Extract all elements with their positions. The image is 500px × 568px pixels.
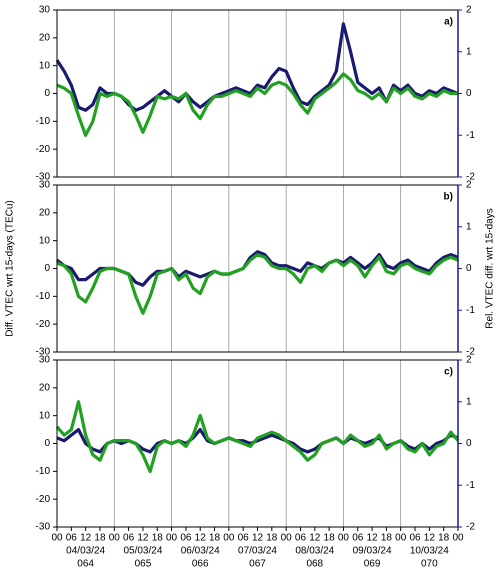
y2-tick-label: 0 — [466, 88, 472, 99]
y-tick-label: 0 — [44, 263, 50, 274]
x-tick-label: 12 — [309, 533, 321, 544]
x-tick-label: 00 — [109, 533, 121, 544]
x-tick-label: 12 — [424, 533, 436, 544]
y2-tick-label: 1 — [466, 396, 472, 407]
y2-tick-label: -1 — [466, 480, 475, 491]
y-tick-label: 10 — [39, 235, 51, 246]
series-line — [56, 253, 459, 315]
x-tick-label: 18 — [324, 533, 336, 544]
x-tick-label: 00 — [338, 533, 350, 544]
y-tick-label: -10 — [36, 116, 51, 127]
day-label: 04/03/24 — [66, 546, 105, 557]
x-tick-label: 06 — [352, 533, 364, 544]
y2-tick-label: 1 — [466, 221, 472, 232]
y-tick-label: 20 — [39, 382, 51, 393]
doy-label: 066 — [192, 559, 209, 568]
y-tick-label: 20 — [39, 207, 51, 218]
doy-label: 070 — [421, 559, 438, 568]
y-tick-label: 20 — [39, 32, 51, 43]
y2-tick-label: -2 — [466, 347, 475, 358]
series-line — [55, 400, 460, 474]
x-tick-label: 12 — [80, 533, 92, 544]
y2-tick-label: -1 — [466, 305, 475, 316]
y2-tick-label: 0 — [466, 263, 472, 274]
y2-tick-label: -1 — [466, 130, 475, 141]
x-tick-label: 06 — [180, 533, 192, 544]
y-tick-label: -30 — [36, 172, 51, 183]
day-label: 08/03/24 — [295, 546, 334, 557]
y-axis-label: Diff. VTEC wrt 15-days (TECu) — [5, 200, 16, 337]
series-line — [55, 22, 459, 112]
x-tick-label: 00 — [223, 533, 235, 544]
x-tick-label: 18 — [152, 533, 164, 544]
y-tick-label: 30 — [39, 5, 51, 16]
x-tick-label: 00 — [281, 533, 293, 544]
x-tick-label: 12 — [195, 533, 207, 544]
x-tick-label: 18 — [266, 533, 278, 544]
y-tick-label: 30 — [39, 180, 51, 191]
x-tick-label: 18 — [438, 533, 450, 544]
panel-label: c) — [444, 367, 453, 378]
panel-label: a) — [444, 17, 453, 28]
x-tick-label: 00 — [51, 533, 63, 544]
x-tick-label: 06 — [295, 533, 307, 544]
y-tick-label: -30 — [36, 347, 51, 358]
x-tick-label: 12 — [367, 533, 379, 544]
series-line — [56, 72, 458, 137]
y-tick-label: -20 — [36, 319, 51, 330]
y2-tick-label: 1 — [466, 46, 472, 57]
day-label: 07/03/24 — [238, 546, 277, 557]
y2-axis-label: Rel. VTEC diff. wrt 15-days — [485, 208, 496, 328]
y-tick-label: 10 — [39, 60, 51, 71]
x-tick-label: 18 — [381, 533, 393, 544]
day-label: 06/03/24 — [181, 546, 220, 557]
y2-tick-label: 2 — [466, 355, 472, 366]
doy-label: 065 — [135, 559, 152, 568]
y2-tick-label: -2 — [466, 172, 475, 183]
day-label: 05/03/24 — [123, 546, 162, 557]
y2-tick-label: 2 — [466, 180, 472, 191]
x-tick-label: 06 — [123, 533, 135, 544]
y-tick-label: 10 — [39, 410, 51, 421]
y2-tick-label: 2 — [466, 5, 472, 16]
y-tick-label: -30 — [36, 522, 51, 533]
y-tick-label: 30 — [39, 355, 51, 366]
x-tick-label: 06 — [238, 533, 250, 544]
y-tick-label: -20 — [36, 144, 51, 155]
y2-tick-label: 0 — [466, 438, 472, 449]
y-tick-label: -10 — [36, 466, 51, 477]
x-tick-label: 00 — [395, 533, 407, 544]
doy-label: 068 — [306, 559, 323, 568]
y-tick-label: 0 — [44, 438, 50, 449]
doy-label: 067 — [249, 559, 266, 568]
x-tick-label: 06 — [66, 533, 78, 544]
panel-label: b) — [444, 192, 453, 203]
x-tick-label: 18 — [209, 533, 221, 544]
x-tick-label: 06 — [409, 533, 421, 544]
x-tick-label: 00 — [166, 533, 178, 544]
doy-label: 064 — [77, 559, 94, 568]
x-tick-label: 12 — [252, 533, 264, 544]
y2-tick-label: -2 — [466, 522, 475, 533]
x-tick-label: 12 — [137, 533, 149, 544]
y-tick-label: -20 — [36, 494, 51, 505]
doy-label: 069 — [364, 559, 381, 568]
x-tick-label: 00 — [452, 533, 464, 544]
x-tick-label: 18 — [94, 533, 106, 544]
y-tick-label: 0 — [44, 88, 50, 99]
day-label: 09/03/24 — [353, 546, 392, 557]
y-tick-label: -10 — [36, 291, 51, 302]
day-label: 10/03/24 — [410, 546, 449, 557]
